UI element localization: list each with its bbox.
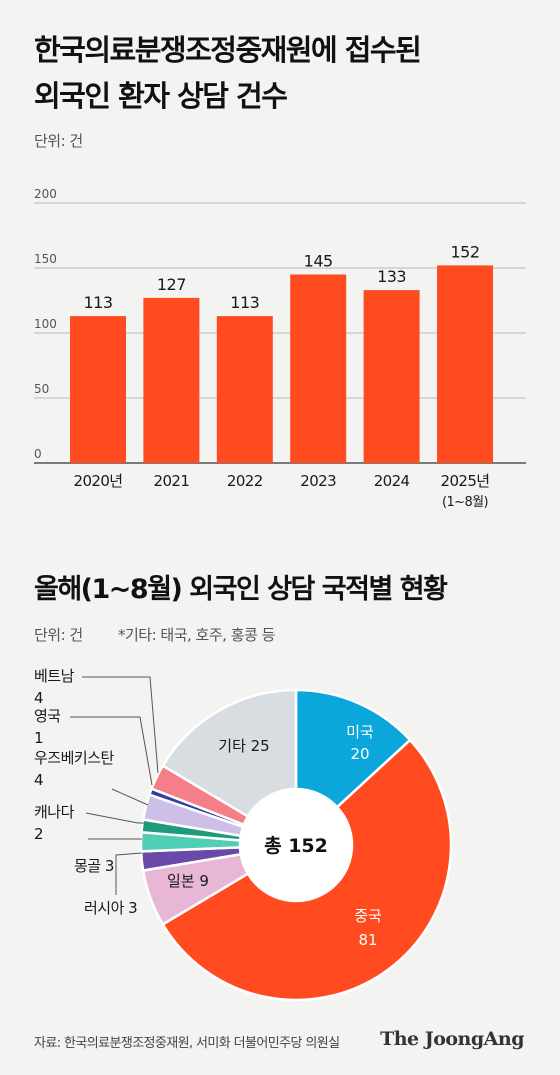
slice-label: 일본 9	[167, 872, 209, 890]
x-tick-label: 2022	[227, 472, 263, 490]
donut-slice	[294, 688, 412, 809]
chart-title-line1: 한국의료분쟁조정중재원에 접수된	[34, 33, 422, 67]
y-tick-label: 100	[34, 317, 57, 331]
bar-chart: 0 50 100 150 200 113 2020년 127 2021 113 2022 145 202…	[34, 187, 526, 510]
x-tick-label: 2020년	[74, 472, 123, 490]
leader-line	[111, 788, 149, 806]
leader-line	[82, 676, 159, 774]
slice-label: 러시아 3	[84, 899, 137, 917]
y-tick-label: 50	[34, 382, 49, 396]
leader-line	[85, 812, 144, 824]
bar-value-label: 152	[450, 242, 479, 261]
slice-label: 미국	[346, 723, 374, 741]
x-tick-label: 2024	[374, 472, 410, 490]
slice-value: 2	[34, 825, 44, 843]
bar-value-label: 113	[230, 293, 259, 312]
leader-line	[70, 716, 153, 786]
donut-slice	[161, 738, 453, 1002]
x-tick-label: 2023	[300, 472, 336, 490]
bar-unit-label: 단위: 건	[34, 132, 83, 150]
donut-hole	[241, 790, 351, 900]
bar-value-label: 113	[83, 293, 112, 312]
y-tick-label: 0	[34, 447, 42, 461]
bar	[143, 297, 200, 463]
bar	[216, 316, 273, 463]
x-tick-label: (1~8월)	[442, 495, 488, 510]
slice-label: 기타 25	[218, 737, 269, 755]
x-tick-label: 2025년	[441, 472, 490, 490]
slice-label: 중국	[354, 907, 382, 925]
slice-label: 영국	[34, 707, 61, 725]
y-tick-label: 200	[34, 187, 57, 201]
donut-total-label: 총 152	[264, 835, 328, 857]
slice-value: 4	[34, 771, 44, 789]
source-text: 자료: 한국의료분쟁조정중재원, 서미화 더불어민주당 의원실	[34, 1036, 340, 1051]
bar	[437, 265, 493, 463]
slice-value: 81	[358, 931, 377, 949]
pie-note: *기타: 태국, 호주, 홍콩 등	[118, 626, 275, 644]
slice-value: 20	[350, 745, 369, 763]
pie-unit-label: 단위: 건	[34, 626, 83, 644]
donut-chart: 총 152 미국 20 중국 81 일본 9 기타 25 러시아 3 몽골 3 캐나다 2 우즈베키스…	[34, 667, 453, 1002]
slice-label: 우즈베키스탄	[34, 749, 115, 767]
slice-value: 4	[34, 689, 44, 707]
donut-slice	[161, 688, 298, 819]
slice-label: 몽골 3	[74, 857, 114, 875]
brand-logo: The JoongAng	[380, 1028, 524, 1050]
bar-value-label: 127	[157, 275, 186, 294]
chart-title-line2: 외국인 환자 상담 건수	[34, 79, 288, 113]
bar	[70, 316, 126, 463]
leader-line	[115, 852, 143, 895]
bar	[363, 290, 420, 463]
pie-chart-title: 올해(1~8월) 외국인 상담 국적별 현황	[34, 574, 448, 605]
y-tick-label: 150	[34, 252, 57, 266]
slice-label: 캐나다	[34, 803, 75, 821]
slice-label: 베트남	[34, 667, 75, 685]
x-tick-label: 2021	[154, 472, 190, 490]
bar-value-label: 145	[304, 252, 333, 271]
slice-value: 1	[34, 729, 44, 747]
bar	[290, 274, 347, 463]
bar-value-label: 133	[377, 267, 406, 286]
